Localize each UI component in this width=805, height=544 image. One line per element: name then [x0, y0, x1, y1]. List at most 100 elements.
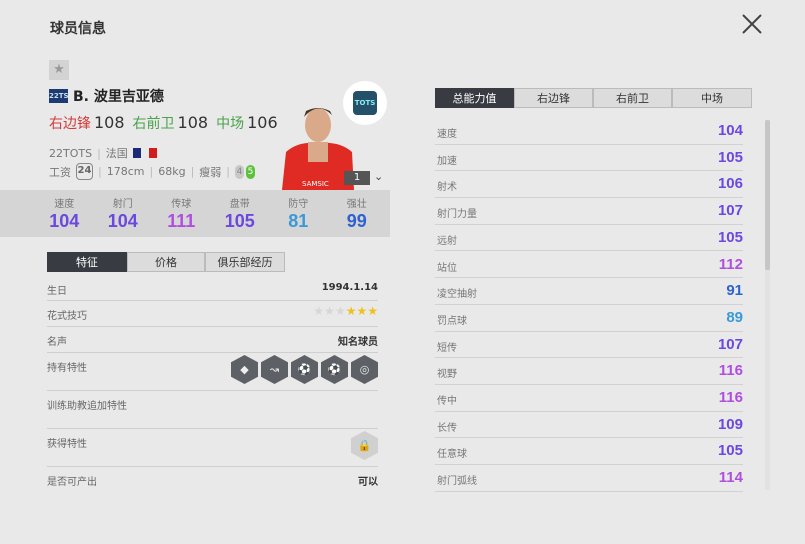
attribute-value: 112	[718, 255, 743, 273]
stat-value: 105	[224, 211, 255, 231]
position-ratings: 右边锋 108 右前卫 108 中场 106	[49, 113, 278, 133]
scrollbar-thumb[interactable]	[765, 120, 770, 270]
position-rating: 中场 106	[216, 113, 278, 132]
attribute-row: 速度 104	[435, 118, 743, 145]
skill-stars: ★★★★★★	[313, 304, 378, 318]
attribute-label: 罚点球	[437, 315, 467, 327]
attribute-value: 104	[717, 122, 743, 139]
attribute-value: 105	[717, 228, 743, 246]
attribute-row: 凌空抽射 91	[435, 278, 743, 305]
info-row-traits: 持有特性 ◆ ↝ ⚽ ⚽ ◎	[47, 353, 378, 391]
star-icon: ★	[356, 304, 368, 318]
lock-icon: 🔒	[351, 431, 378, 460]
star-icon: ★	[324, 304, 335, 318]
position-rating: 右边锋 108	[49, 113, 125, 132]
attribute-label: 站位	[437, 262, 457, 274]
page-title: 球员信息	[50, 21, 106, 37]
attribute-value: 91	[726, 282, 743, 300]
tab-price[interactable]: 价格	[127, 252, 205, 272]
summary-stat: 强壮 99	[328, 190, 387, 237]
favorite-star-button[interactable]: ★	[49, 60, 69, 80]
season-label: 22TOTS	[49, 146, 93, 160]
attribute-value: 105	[717, 148, 743, 166]
close-icon[interactable]	[740, 12, 764, 36]
tab-traits[interactable]: 特征	[47, 252, 127, 272]
upgrade-level[interactable]: 1	[344, 171, 370, 185]
scrollbar-track[interactable]	[765, 120, 770, 490]
attribute-row: 任意球 105	[435, 438, 743, 466]
attribute-label: 任意球	[437, 449, 467, 461]
attribute-label: 速度	[437, 129, 457, 140]
right-tabs: 总能力值 右边锋 右前卫 中场	[435, 88, 752, 108]
tab-rw[interactable]: 右边锋	[514, 88, 593, 108]
france-flag-icon	[132, 148, 157, 158]
tab-overall[interactable]: 总能力值	[435, 88, 514, 108]
season-badge: 22TS	[49, 89, 69, 103]
summary-stat: 防守 81	[269, 190, 328, 237]
cross-icon[interactable]: ↝	[261, 355, 288, 384]
attribute-row: 罚点球 89	[435, 305, 743, 332]
info-row-acquired-traits: 获得特性 🔒	[47, 429, 378, 467]
attribute-value: 116	[718, 362, 743, 380]
player-physical: 工资 24 | 178cm | 68kg | 瘦弱 | 4 5	[49, 163, 255, 180]
stat-label: 防守	[288, 199, 309, 210]
nation-label: 法国	[105, 147, 128, 160]
stat-value: 104	[49, 211, 80, 231]
attribute-row: 短传 107	[435, 332, 743, 359]
summary-stat: 射门 104	[94, 190, 153, 237]
stat-label: 传球	[171, 199, 192, 210]
player-name: B. 波里吉亚德	[73, 89, 164, 105]
svg-text:SAMSIC: SAMSIC	[302, 180, 329, 188]
height: 178cm	[106, 165, 145, 178]
star-icon: ★	[367, 304, 378, 318]
attribute-row: 远射 105	[435, 225, 743, 252]
star-icon: ★	[313, 304, 325, 318]
attribute-label: 长传	[437, 422, 457, 434]
weak-foot: 4	[235, 164, 244, 179]
strong-foot: 5	[246, 164, 255, 179]
info-row-skill: 花式技巧 ★★★★★★	[47, 301, 378, 327]
summary-stat: 速度 104	[35, 190, 94, 237]
summary-stats: 速度 104 射门 104 传球 111 盘带 105 防守 81 强壮 99	[0, 190, 390, 237]
tab-cm[interactable]: 中场	[672, 88, 752, 108]
attribute-label: 射门力量	[437, 209, 477, 221]
stat-value: 99	[346, 211, 367, 231]
attribute-value: 116	[718, 389, 743, 406]
attribute-row: 加速 105	[435, 145, 743, 172]
attribute-label: 加速	[437, 155, 457, 167]
attribute-row: 站位 112	[435, 252, 743, 279]
attribute-value: 109	[717, 415, 743, 433]
tab-club-history[interactable]: 俱乐部经历	[205, 252, 285, 272]
tab-rm[interactable]: 右前卫	[593, 88, 672, 108]
stat-label: 速度	[54, 199, 75, 210]
attribute-value: 107	[717, 202, 743, 220]
power-header-icon[interactable]: ⚽	[321, 355, 348, 384]
summary-stat: 传球 111	[152, 190, 211, 237]
stat-label: 射门	[112, 199, 133, 210]
stat-label: 强壮	[346, 199, 367, 210]
attribute-label: 短传	[437, 342, 457, 354]
stat-value: 111	[167, 211, 196, 231]
info-row-birthday: 生日 1994.1.14	[47, 276, 378, 301]
weight: 68kg	[158, 165, 186, 178]
attribute-value: 105	[717, 442, 743, 460]
attribute-label: 远射	[437, 235, 457, 247]
stat-value: 81	[288, 211, 309, 231]
star-icon: ★	[334, 304, 346, 318]
info-row-fame: 名声 知名球员	[47, 327, 378, 353]
attribute-row: 长传 109	[435, 412, 743, 439]
attribute-row: 射门弧线 114	[435, 465, 743, 492]
attribute-label: 射术	[437, 182, 457, 194]
long-shot-icon[interactable]: ◎	[351, 355, 378, 384]
attribute-value: 89	[726, 308, 743, 326]
star-icon: ★	[345, 304, 357, 318]
finesse-shot-icon[interactable]: ⚽	[291, 355, 318, 384]
diamond-icon[interactable]: ◆	[231, 355, 258, 384]
left-tabs: 特征 价格 俱乐部经历	[47, 252, 285, 272]
chevron-down-icon[interactable]: ⌄	[374, 170, 384, 183]
attribute-row: 射术 106	[435, 171, 743, 199]
attribute-value: 114	[718, 469, 743, 487]
salary-label: 工资	[49, 165, 71, 179]
player-photo: SAMSIC	[278, 97, 356, 190]
attribute-label: 视野	[437, 369, 457, 381]
